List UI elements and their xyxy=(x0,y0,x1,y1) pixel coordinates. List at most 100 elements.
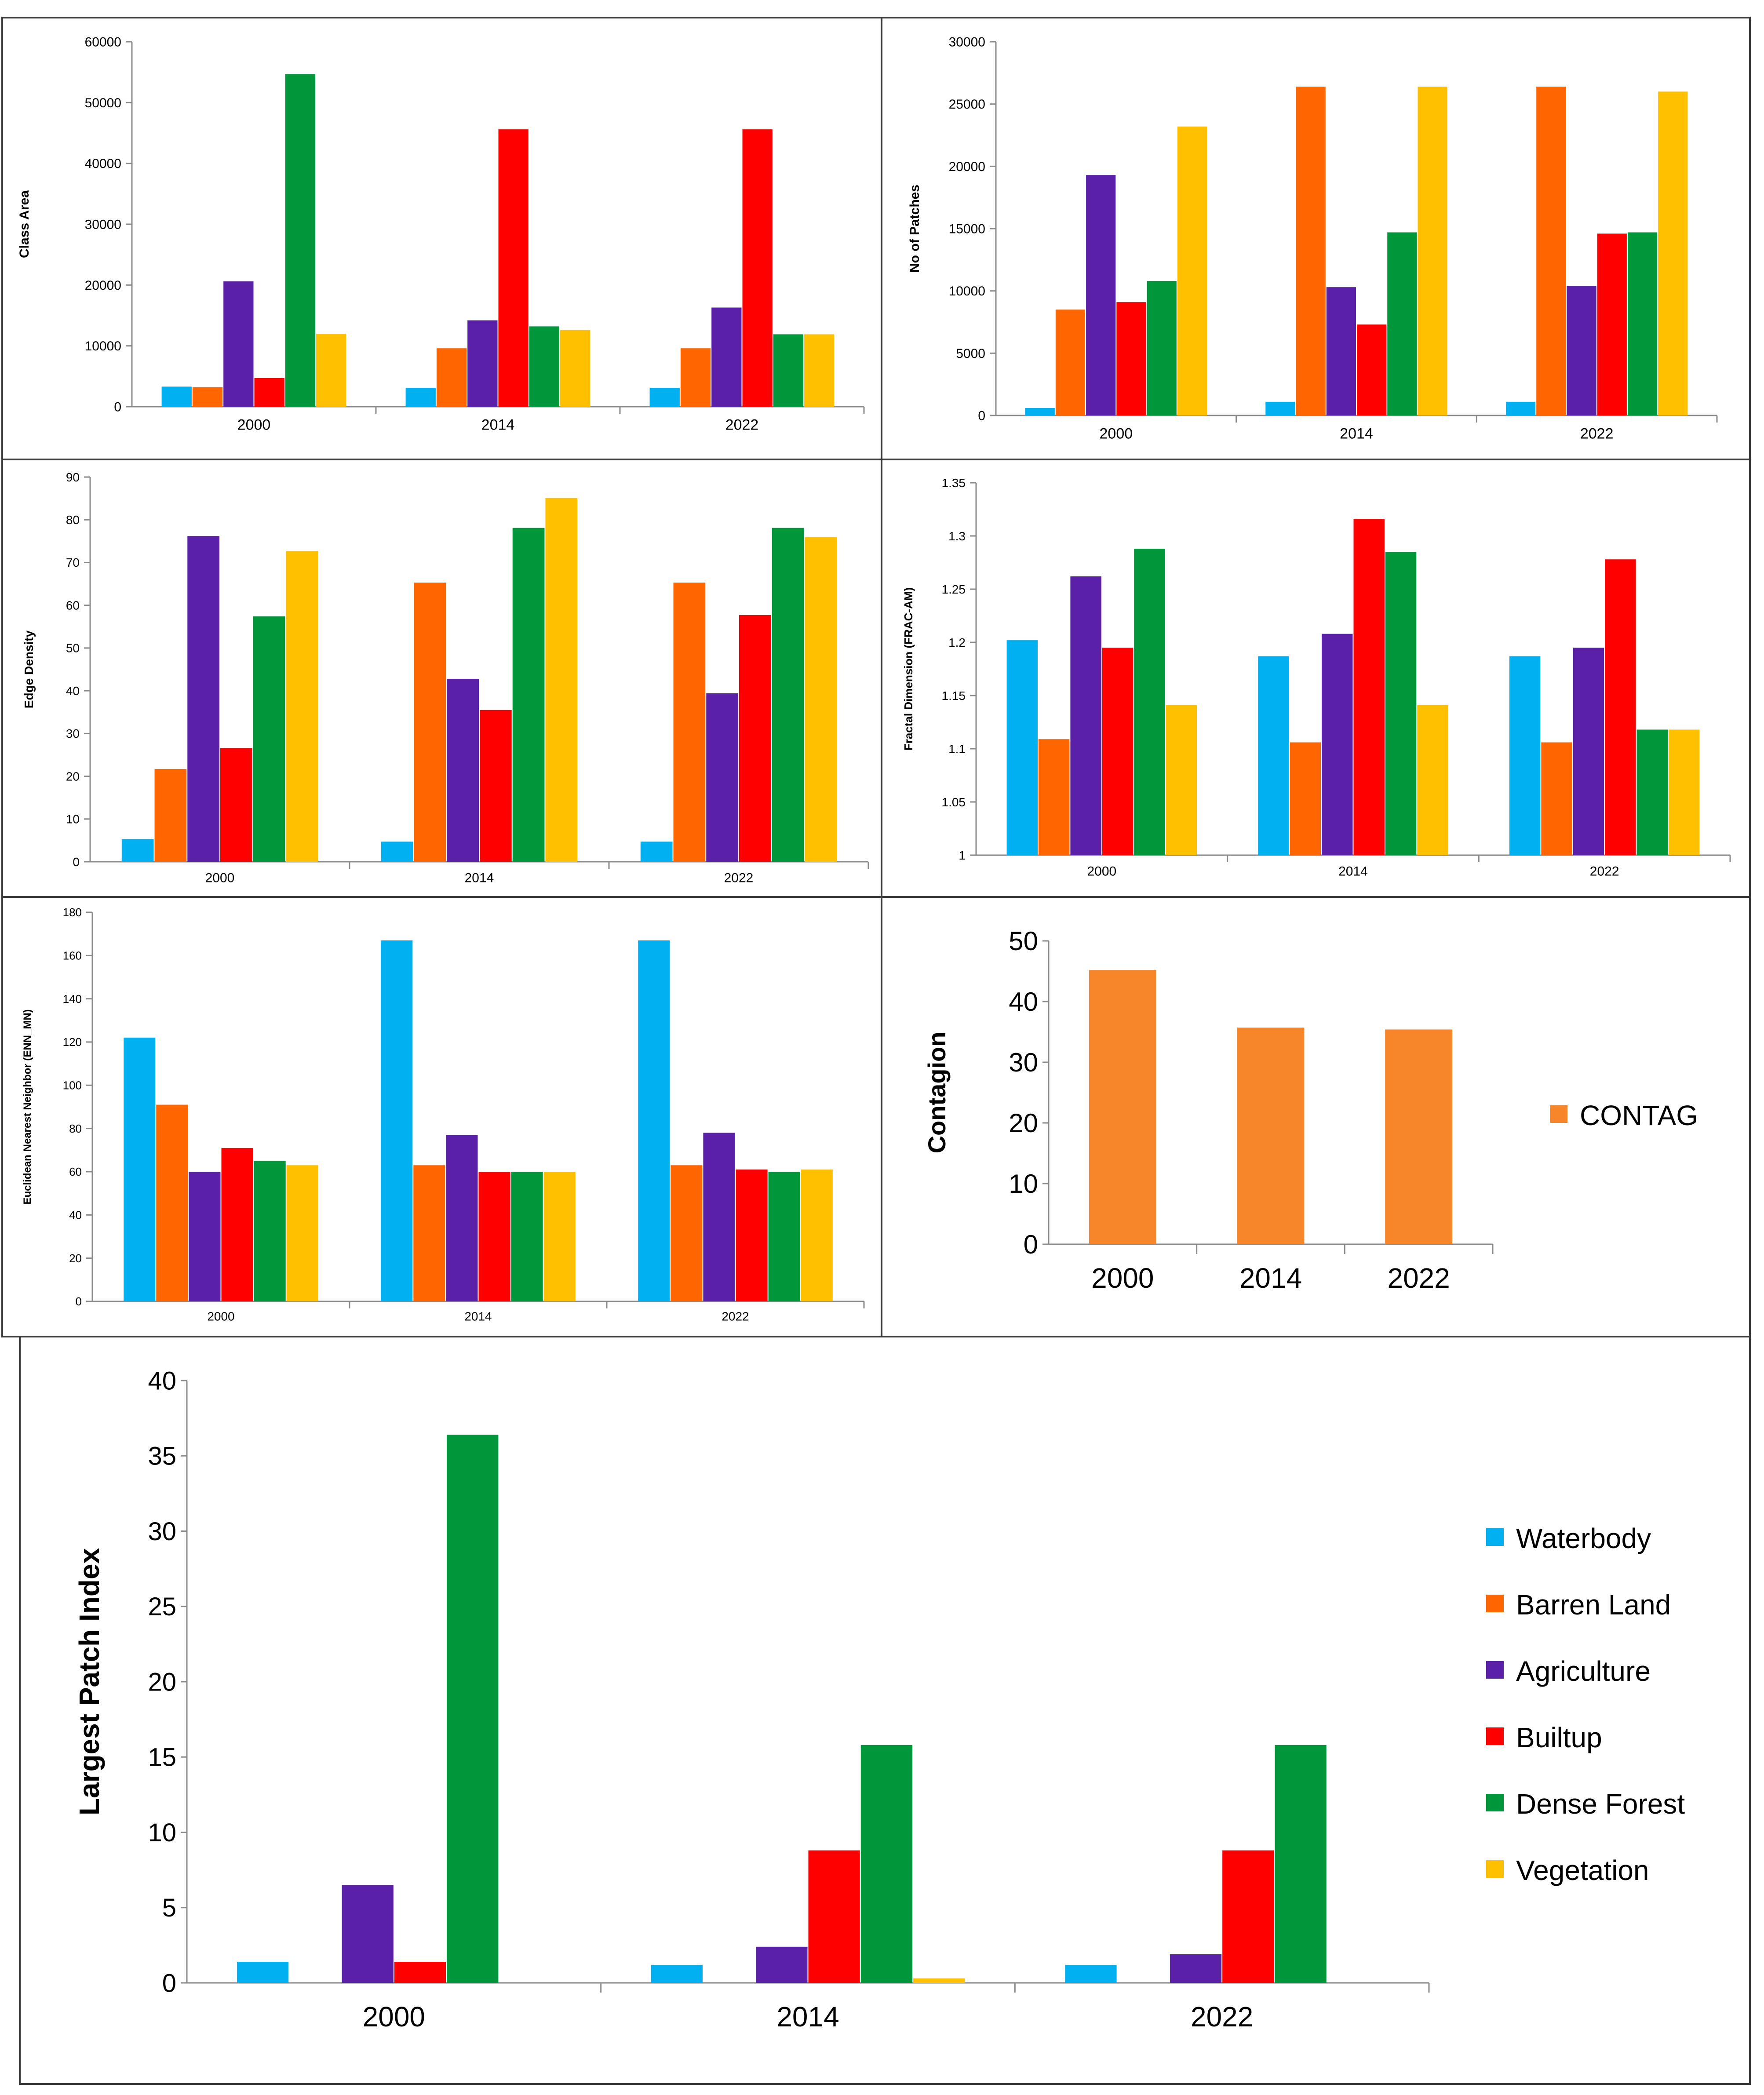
bar-vegetation-2014 xyxy=(543,1172,576,1301)
bar-agriculture-2000 xyxy=(187,536,219,862)
bar-waterbody-2000 xyxy=(1025,408,1055,415)
bar-dense-forest-2000 xyxy=(447,1435,499,1983)
bar-agriculture-2000 xyxy=(223,281,254,407)
bar-vegetation-2000 xyxy=(1177,126,1207,416)
bar-dense-forest-2000 xyxy=(285,74,316,407)
legend: CONTAG xyxy=(1550,1100,1698,1131)
bar-barren-land-2000 xyxy=(1055,310,1086,415)
bar-waterbody-2022 xyxy=(1509,656,1541,855)
x-tick-label: 2000 xyxy=(205,871,235,885)
bar-vegetation-2022 xyxy=(804,334,835,407)
y-tick-label: 60 xyxy=(66,598,80,612)
bar-dense-forest-2014 xyxy=(860,1745,913,1983)
y-tick-label: 40 xyxy=(1009,987,1038,1017)
x-tick-label: 2014 xyxy=(1239,1262,1302,1294)
y-tick-label: 100 xyxy=(63,1078,82,1092)
bar-builtup-2000 xyxy=(221,1148,253,1301)
bar-vegetation-2022 xyxy=(805,537,837,862)
bar-agriculture-2000 xyxy=(1070,576,1101,855)
bar-waterbody-2000 xyxy=(1006,640,1038,855)
legend-swatch xyxy=(1486,1727,1504,1745)
bar-builtup-2022 xyxy=(1597,233,1627,415)
bar-vegetation-2022 xyxy=(801,1170,833,1301)
bar-waterbody-2022 xyxy=(638,940,670,1301)
bar-dense-forest-2000 xyxy=(1147,281,1177,415)
bar-builtup-2014 xyxy=(808,1850,860,1983)
bar-waterbody-2014 xyxy=(1258,656,1289,855)
bar-agriculture-2014 xyxy=(1322,634,1353,855)
y-tick-label: 1.05 xyxy=(942,795,966,809)
bar-barren-land-2022 xyxy=(1536,87,1566,415)
bar-barren-land-2022 xyxy=(673,583,706,862)
chart-frame xyxy=(19,1336,1751,2085)
chart-edge_density: 0 10 20 30 40 50 60 70 80 90 Edge Density 2000 2014 2… xyxy=(1,459,882,898)
bar-contag-2000 xyxy=(1089,970,1156,1244)
y-tick-label: 50 xyxy=(1009,926,1038,956)
bar-builtup-2014 xyxy=(480,710,512,862)
legend-swatch xyxy=(1486,1661,1504,1679)
x-tick-label: 2000 xyxy=(1100,426,1133,442)
bar-waterbody-2022 xyxy=(649,388,680,407)
x-tick-label: 2014 xyxy=(464,1309,492,1323)
bar-barren-land-2014 xyxy=(414,583,446,862)
bar-contag-2022 xyxy=(1385,1029,1453,1244)
y-tick-label: 10000 xyxy=(85,339,121,353)
chart-class_area: 0 10000 20000 30000 40000 50000 60000 Class Are… xyxy=(1,17,882,460)
y-tick-label: 50 xyxy=(66,641,80,655)
bar-barren-land-2000 xyxy=(1039,739,1070,855)
y-tick-label: 80 xyxy=(69,1122,82,1135)
y-tick-label: 1.2 xyxy=(948,636,966,649)
y-tick-label: 5000 xyxy=(956,346,985,361)
y-tick-label: 0 xyxy=(73,855,80,869)
legend-swatch xyxy=(1486,1528,1504,1546)
bar-vegetation-2000 xyxy=(286,551,318,862)
y-tick-label: 120 xyxy=(63,1035,82,1049)
bar-agriculture-2014 xyxy=(447,678,479,862)
y-tick-label: 10 xyxy=(1009,1169,1038,1199)
chart-contagion: 0 10 20 30 40 50 Contagion 2000 2014 2022 CONTAG xyxy=(881,896,1751,1337)
x-tick-label: 2014 xyxy=(776,2001,839,2033)
bar-builtup-2022 xyxy=(736,1170,768,1301)
bar-dense-forest-2000 xyxy=(1134,549,1165,855)
x-tick-label: 2000 xyxy=(237,417,271,434)
bar-barren-land-2022 xyxy=(680,348,711,407)
bar-dense-forest-2022 xyxy=(1636,729,1668,855)
y-axis-label: Euclidean Nearest Neighbor (ENN_MN) xyxy=(22,1009,33,1204)
bar-barren-land-2000 xyxy=(192,387,223,407)
bar-builtup-2014 xyxy=(498,129,528,407)
bar-builtup-2022 xyxy=(1605,559,1636,855)
x-tick-label: 2000 xyxy=(1091,1262,1154,1294)
bar-barren-land-2014 xyxy=(1296,87,1326,415)
y-tick-label: 30000 xyxy=(85,218,121,232)
y-tick-label: 1 xyxy=(959,849,966,862)
bar-builtup-2000 xyxy=(1116,302,1146,415)
y-tick-label: 15000 xyxy=(949,222,985,237)
bar-barren-land-2014 xyxy=(1290,742,1321,855)
bar-builtup-2000 xyxy=(220,748,252,862)
x-tick-label: 2014 xyxy=(465,871,494,885)
legend-label: Dense Forest xyxy=(1516,1788,1685,1820)
legend-swatch xyxy=(1486,1794,1504,1811)
bar-agriculture-2022 xyxy=(1567,286,1596,415)
y-tick-label: 10 xyxy=(148,1818,176,1847)
y-tick-label: 30 xyxy=(1009,1048,1038,1077)
bar-waterbody-2000 xyxy=(124,1038,156,1301)
y-tick-label: 20 xyxy=(69,1252,82,1265)
bar-builtup-2022 xyxy=(739,615,771,862)
bar-agriculture-2014 xyxy=(446,1135,478,1301)
y-tick-label: 0 xyxy=(114,400,121,415)
x-tick-label: 2022 xyxy=(1191,2001,1253,2033)
x-tick-label: 2022 xyxy=(1590,864,1619,879)
bar-dense-forest-2014 xyxy=(512,528,545,862)
bar-waterbody-2000 xyxy=(161,386,192,407)
bar-vegetation-2000 xyxy=(286,1165,318,1301)
x-tick-label: 2022 xyxy=(724,871,754,885)
y-tick-label: 30 xyxy=(148,1517,176,1546)
bar-agriculture-2022 xyxy=(1170,1954,1222,1983)
chart-enn_mn: 0 20 40 60 80 100 120 140 160 180 Euclidean Neares… xyxy=(1,896,882,1337)
y-tick-label: 40 xyxy=(148,1366,176,1395)
bar-builtup-2000 xyxy=(1102,648,1133,855)
bar-barren-land-2014 xyxy=(413,1165,445,1301)
x-tick-label: 2000 xyxy=(363,2001,425,2033)
bar-waterbody-2022 xyxy=(1505,401,1536,415)
